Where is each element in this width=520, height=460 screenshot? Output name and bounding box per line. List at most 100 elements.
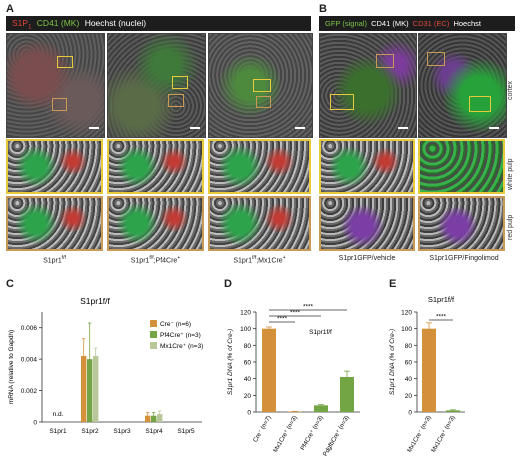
chart-e-y-tick-label: 80 xyxy=(405,343,413,350)
chart-c-bar xyxy=(81,356,87,422)
chart-e-bar xyxy=(446,410,460,412)
chart-d-y-label: S1pr1 DNA (% of Cre-) xyxy=(227,329,234,395)
cd31-label: CD31 (EC) xyxy=(412,19,450,28)
roi-orange xyxy=(427,52,445,66)
chart-d-y-tick-label: 80 xyxy=(244,343,252,350)
panel-a-overview-2 xyxy=(107,33,206,138)
chart-c-annotation: n.d. xyxy=(53,411,64,418)
chart-d-y-tick-label: 60 xyxy=(244,360,252,367)
caption-b-1: S1pr1GFP/vehicle xyxy=(338,255,396,262)
chart-d-y-tick-label: 120 xyxy=(240,310,251,317)
chart-c-x-tick-label: S1pr2 xyxy=(81,428,99,435)
panel-a-header: S1P1 CD41 (MK) Hoechst (nuclei) xyxy=(6,16,311,31)
chart-c-legend-swatch xyxy=(150,320,157,327)
cd41-b-label: CD41 (MK) xyxy=(371,19,409,28)
chart-e-title: S1pr1f/f xyxy=(428,295,455,304)
panel-a-whitepulp-3 xyxy=(208,139,311,194)
roi-yellow xyxy=(172,76,188,89)
chart-e-sig-label: **** xyxy=(436,314,447,321)
panel-a-redpulp-3 xyxy=(208,196,311,251)
chart-d-bar xyxy=(288,411,302,413)
chart-c-x-tick-label: S1pr4 xyxy=(145,428,163,435)
panel-a-label: A xyxy=(6,3,14,15)
chart-e-y-label: S1pr1 DNA (% of Cre-) xyxy=(389,329,396,395)
row-label-white-pulp: white pulp xyxy=(507,158,514,190)
roi-yellow xyxy=(330,94,354,110)
chart-e-y-tick-label: 120 xyxy=(401,310,412,317)
chart-e-y-tick-label: 100 xyxy=(401,326,412,333)
roi-yellow xyxy=(469,96,491,112)
chart-c-title: S1pr1f/f xyxy=(80,296,110,306)
caption-b-2: S1pr1GFP/Fingolimod xyxy=(429,255,499,262)
chart-c-y-tick-label: 0.004 xyxy=(21,357,38,364)
panel-b-overview-1 xyxy=(319,33,417,138)
panel-c-label: C xyxy=(6,278,14,290)
roi-yellow xyxy=(57,56,73,68)
chart-d-bar xyxy=(314,405,328,412)
roi-orange xyxy=(256,96,271,108)
roi-orange xyxy=(376,54,394,68)
chart-c-legend-label: Cre⁻ (n=6) xyxy=(160,321,191,328)
chart-d-y-tick-label: 40 xyxy=(244,376,252,383)
panel-b-whitepulp-2 xyxy=(418,139,505,194)
cd41-label: CD41 (MK) xyxy=(36,18,80,28)
panel-a-whitepulp-1 xyxy=(6,139,103,194)
hoechst-b-label: Hoechst xyxy=(453,19,481,28)
chart-c-x-tick-label: S1pr5 xyxy=(177,428,195,435)
chart-e-x-tick-label: Mx1Cre⁺ (n=3) xyxy=(430,415,457,454)
chart-d-sig-label: **** xyxy=(290,310,301,317)
chart-d-y-tick-label: 20 xyxy=(244,393,252,400)
chart-c-legend-label: Mx1Cre⁺ (n=3) xyxy=(160,343,203,350)
scale-bar xyxy=(489,127,499,129)
panel-a-redpulp-1 xyxy=(6,196,103,251)
chart-c: S1pr1f/f 0 0.002 0.004 0.006 mRNA (relative t… xyxy=(8,296,203,435)
panel-a-whitepulp-2 xyxy=(107,139,204,194)
chart-c-x-tick-label: S1pr1 xyxy=(49,428,67,435)
chart-d-bar xyxy=(340,377,354,412)
panel-b-whitepulp-1 xyxy=(319,139,415,194)
chart-e: S1pr1f/f 0 20 40 60 80 100 120 S1pr1 DNA (% of C… xyxy=(389,295,465,454)
chart-c-legend-swatch xyxy=(150,342,157,349)
chart-e-x-tick-label: Mx1Cre⁻ (n=3) xyxy=(406,415,433,454)
scale-bar xyxy=(398,127,408,129)
caption-a-1: S1pr1f/f xyxy=(43,255,66,265)
s1p1-label: S1P1 xyxy=(12,18,32,31)
roi-yellow xyxy=(253,79,271,92)
chart-d-x-tick-label: Pf4Cre⁺ (n=3) xyxy=(299,415,324,452)
chart-d-sig-label: **** xyxy=(277,316,288,323)
scale-bar xyxy=(295,127,305,129)
gfp-label: GFP (signal) xyxy=(325,19,367,28)
row-label-red-pulp: red pulp xyxy=(507,214,514,240)
chart-c-x-tick-label: S1pr3 xyxy=(113,428,131,435)
chart-c-bar xyxy=(93,356,99,422)
chart-d-x-tick-label: PdgfbCre⁺ (n=3) xyxy=(322,415,351,458)
panel-d-label: D xyxy=(224,278,232,290)
roi-orange xyxy=(168,94,184,107)
chart-c-bar xyxy=(157,414,163,422)
chart-d-inner-label: S1pr1f/f xyxy=(309,329,332,336)
chart-d: 0 20 40 60 80 100 120 S1pr1 DNA (% of Cre-) Cre⁻… xyxy=(227,304,360,458)
chart-e-y-tick-label: 0 xyxy=(408,410,412,417)
chart-d-x-tick-label: Cre⁻ (n=7) xyxy=(252,415,273,444)
chart-d-x-tick-label: Mx1Cre⁺ (n=3) xyxy=(272,415,299,454)
panel-a-overview-3 xyxy=(208,33,313,138)
hoechst-label: Hoechst (nuclei) xyxy=(84,18,147,28)
chart-c-y-tick-label: 0.002 xyxy=(21,388,38,395)
chart-d-y-tick-label: 0 xyxy=(247,410,251,417)
row-label-cortex: cortex xyxy=(507,80,514,100)
chart-c-y-tick-label: 0.006 xyxy=(21,325,38,332)
scale-bar xyxy=(89,127,99,129)
chart-d-y-tick-label: 100 xyxy=(240,326,251,333)
chart-e-bar xyxy=(422,328,436,412)
scale-bar xyxy=(190,127,200,129)
panel-b-redpulp-1 xyxy=(319,196,415,251)
panel-a-overview-1 xyxy=(6,33,105,138)
chart-c-legend-swatch xyxy=(150,331,157,338)
panel-b-overview-2 xyxy=(418,33,507,138)
chart-e-y-tick-label: 20 xyxy=(405,393,413,400)
chart-c-y-tick-label: 0 xyxy=(33,420,37,427)
caption-a-3: S1pr1f/f;Mx1Cre+ xyxy=(233,255,286,265)
roi-orange xyxy=(52,98,67,111)
caption-a-2: S1pr1f/f;Pf4Cre+ xyxy=(130,255,181,265)
panel-b-label: B xyxy=(319,3,327,15)
